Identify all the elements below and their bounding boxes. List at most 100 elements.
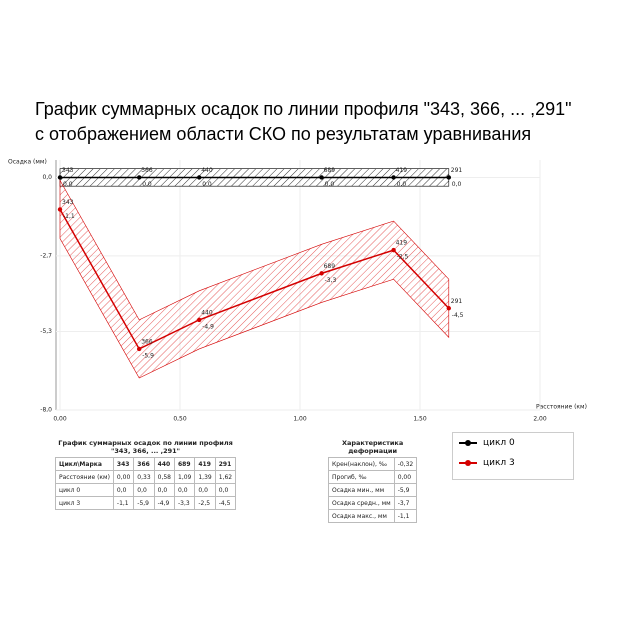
- table-title: Характеристика деформации: [342, 439, 404, 455]
- sko-band: [59, 179, 450, 379]
- table-cell: 0,0: [194, 483, 216, 497]
- legend-label: цикл 3: [483, 458, 515, 468]
- value-label: -5,9: [142, 352, 154, 359]
- table-row: Осадка мин., мм -5,9: [328, 483, 418, 497]
- point-name: 366: [141, 338, 153, 345]
- x-tick-label: 0,50: [173, 416, 187, 423]
- data-point: [319, 271, 324, 276]
- y-tick-label: 0,0: [42, 174, 52, 181]
- y-tick-label: -8,0: [40, 407, 52, 414]
- data-point: [391, 175, 396, 180]
- legend-entry: цикл 0: [459, 433, 573, 453]
- data-point: [57, 175, 63, 180]
- value-label: -3,3: [325, 277, 337, 284]
- legend-swatch: [459, 460, 477, 466]
- point-name: 366: [141, 167, 153, 174]
- table-row: Расстояние (км) 0,00 0,33 0,58 1,09 1,39 1,62: [55, 470, 237, 484]
- data-point: [446, 306, 451, 311]
- table-row: Цикл\Марка 343 366 440 689 419 291: [55, 457, 237, 471]
- data-point: [319, 175, 324, 180]
- value-label: 0,0: [325, 181, 335, 188]
- data-point: [57, 207, 63, 212]
- y-axis-label: Осадка (мм): [8, 159, 47, 166]
- table-cell: 0,0: [153, 483, 176, 497]
- chart-subtitle: с отображением области СКО по результата…: [35, 124, 531, 144]
- summary-table: График суммарных осадок по линии профиля…: [55, 437, 237, 510]
- chart-title: График суммарных осадок по линии профиля…: [35, 99, 572, 119]
- legend-label: цикл 0: [483, 438, 515, 448]
- table-cell: 0,33: [133, 470, 155, 484]
- table-cell: 419: [194, 457, 216, 471]
- table-row: цикл 3 -1,1 -5,9 -4,9 -3,3 -2,5 -4,5: [55, 496, 237, 510]
- y-tick-label: -2,7: [40, 252, 52, 259]
- value-label: 0,0: [63, 181, 73, 188]
- point-name: 440: [201, 309, 213, 316]
- table-cell: 1,09: [173, 470, 196, 484]
- data-point: [391, 247, 396, 253]
- x-axis-label: Расстояние (км): [536, 404, 587, 411]
- table-cell: -2,5: [194, 496, 216, 510]
- table-cell: -0,32: [393, 457, 418, 471]
- table-row: Осадка средн., мм -3,7: [328, 496, 418, 510]
- table-row: Осадка макс., мм -1,1: [328, 509, 418, 523]
- value-label: 0,0: [452, 181, 462, 188]
- point-name: 343: [62, 167, 74, 174]
- table-cell: 343: [112, 457, 135, 471]
- data-point: [137, 175, 142, 180]
- value-label: 0,0: [397, 181, 407, 188]
- table-cell: Крен(наклон), ‰: [328, 457, 395, 471]
- x-tick-label: 0,00: [53, 416, 67, 423]
- value-label: -2,5: [397, 254, 409, 261]
- table-cell: -3,7: [393, 496, 418, 510]
- table-cell: -4,5: [214, 496, 237, 510]
- table-cell: -1,1: [112, 496, 135, 510]
- table-cell: -5,9: [133, 496, 155, 510]
- data-point: [197, 175, 202, 180]
- table-cell: 0,0: [112, 483, 135, 497]
- table-cell: 0,0: [133, 483, 155, 497]
- point-name: 419: [396, 167, 408, 174]
- table-cell: 440: [153, 457, 176, 471]
- table-cell: -3,3: [173, 496, 196, 510]
- table-cell: 689: [173, 457, 196, 471]
- value-label: -1,1: [63, 213, 75, 220]
- table-row: Прогиб, ‰ 0,00: [328, 470, 418, 484]
- legend-entry: цикл 3: [459, 453, 573, 473]
- table-cell: Расстояние (км): [55, 470, 114, 484]
- point-name: 291: [451, 167, 463, 174]
- table-cell: 0,00: [112, 470, 135, 484]
- table-cell: 1,39: [194, 470, 216, 484]
- value-label: -4,9: [202, 323, 214, 330]
- table-cell: 0,0: [214, 483, 237, 497]
- table-cell: Осадка мин., мм: [328, 483, 395, 497]
- table-cell: 0,00: [393, 470, 418, 484]
- table-cell: цикл 0: [55, 483, 114, 497]
- table-row: цикл 0 0,0 0,0 0,0 0,0 0,0 0,0: [55, 483, 237, 497]
- table-cell: -4,9: [153, 496, 176, 510]
- point-name: 419: [396, 240, 408, 247]
- point-name: 343: [62, 199, 74, 206]
- table-cell: Прогиб, ‰: [328, 470, 395, 484]
- point-name: 440: [201, 167, 213, 174]
- table-cell: 0,0: [173, 483, 196, 497]
- point-name: 291: [451, 298, 463, 305]
- table-cell: -1,1: [393, 509, 418, 523]
- table-title: График суммарных осадок по линии профиля…: [58, 439, 233, 455]
- deformation-table: Характеристика деформации Крен(наклон), ‰…: [328, 437, 418, 523]
- data-point: [197, 317, 202, 323]
- table-cell: цикл 3: [55, 496, 114, 510]
- x-tick-label: 1,00: [293, 416, 307, 423]
- x-tick-label: 1,50: [413, 416, 427, 423]
- legend-swatch: [459, 440, 477, 446]
- value-label: -4,5: [452, 312, 464, 319]
- table-row: Крен(наклон), ‰ -0,32: [328, 457, 418, 471]
- table-cell: Цикл\Марка: [55, 457, 114, 471]
- table-cell: -5,9: [393, 483, 418, 497]
- value-label: 0,0: [202, 181, 212, 188]
- point-name: 689: [324, 167, 336, 174]
- data-point: [446, 175, 451, 180]
- table-cell: 0,58: [153, 470, 176, 484]
- value-label: 0,0: [142, 181, 152, 188]
